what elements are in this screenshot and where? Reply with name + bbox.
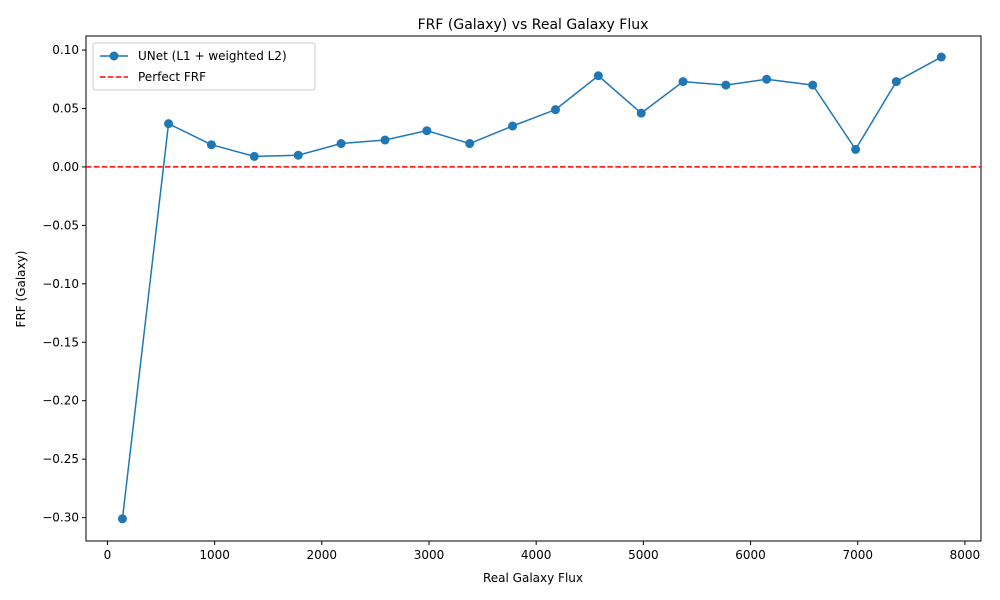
y-axis-ticks: −0.30 −0.25 −0.20 −0.15 −0.10 −0.05 0.00 0.05 0.…	[42, 43, 86, 525]
data-point	[891, 77, 901, 87]
legend: UNet (L1 + weighted L2) Perfect FRF	[92, 42, 316, 91]
legend-series-marker	[109, 51, 119, 61]
x-tick-label: 6000	[735, 548, 766, 562]
series-group	[117, 52, 946, 524]
y-tick-label: −0.20	[42, 394, 79, 408]
x-tick-label: 7000	[842, 548, 873, 562]
x-tick-label: 3000	[414, 548, 445, 562]
legend-series-label: UNet (L1 + weighted L2)	[138, 49, 287, 63]
data-point	[762, 74, 772, 84]
y-tick-label: −0.15	[42, 335, 79, 349]
data-point	[164, 119, 174, 129]
plot-frame	[85, 35, 982, 542]
y-tick-label: 0.10	[52, 43, 79, 57]
y-axis-label: FRF (Galaxy)	[14, 251, 28, 328]
data-point	[465, 139, 475, 149]
data-point	[206, 140, 216, 150]
x-axis-ticks: 0 1000 2000 3000 4000 5000 6000 7000 8000	[104, 541, 981, 562]
y-tick-label: −0.25	[42, 452, 79, 466]
y-tick-label: −0.10	[42, 277, 79, 291]
data-point	[808, 80, 818, 90]
y-tick-label: −0.05	[42, 218, 79, 232]
data-point	[117, 514, 127, 524]
data-point	[508, 121, 518, 131]
x-tick-label: 5000	[628, 548, 659, 562]
data-point	[851, 144, 861, 154]
x-axis-label: Real Galaxy Flux	[483, 571, 583, 585]
data-point	[422, 126, 432, 136]
chart-title: FRF (Galaxy) vs Real Galaxy Flux	[418, 17, 649, 33]
series-line	[121, 56, 942, 519]
x-tick-label: 0	[104, 548, 112, 562]
x-tick-label: 1000	[199, 548, 230, 562]
y-tick-label: 0.00	[52, 160, 79, 174]
data-point	[678, 77, 688, 87]
data-point	[336, 139, 346, 149]
y-tick-label: 0.05	[52, 101, 79, 115]
data-point	[249, 151, 259, 161]
data-point	[293, 150, 303, 160]
legend-box	[92, 42, 316, 91]
data-point	[721, 80, 731, 90]
x-tick-label: 4000	[521, 548, 552, 562]
x-tick-label: 8000	[950, 548, 981, 562]
data-point	[593, 71, 603, 81]
x-tick-label: 2000	[307, 548, 338, 562]
y-tick-label: −0.30	[42, 511, 79, 525]
legend-reference-label: Perfect FRF	[138, 70, 206, 84]
data-point	[380, 135, 390, 145]
data-point	[936, 52, 946, 62]
data-point	[550, 105, 560, 115]
data-point	[636, 108, 646, 118]
